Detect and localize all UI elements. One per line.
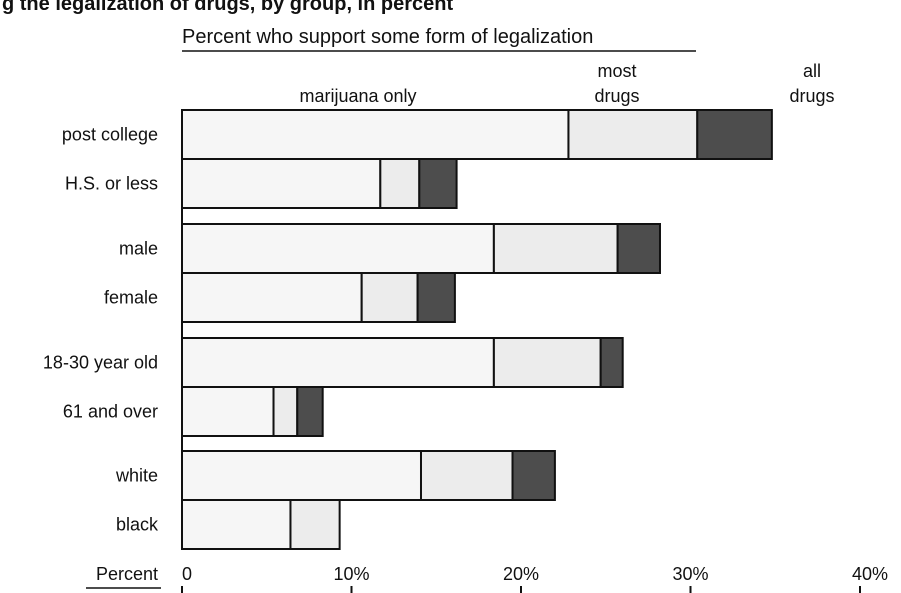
x-tick-label: 40% [852, 564, 888, 584]
bar-segment-black-most-drugs [289, 499, 341, 550]
bar-row-black [181, 499, 341, 550]
bar-segment-h-s-or-less-marijuana-only [181, 158, 382, 209]
bar-segment-18-30-year-old-all-drugs [599, 337, 624, 388]
segment-header-most-drugs: most drugs [594, 61, 639, 106]
bars [181, 109, 773, 550]
bar-row-female [181, 272, 456, 323]
category-label-61-and-over: 61 and over [63, 402, 158, 422]
bar-segment-18-30-year-old-marijuana-only [181, 337, 495, 388]
bar-segment-61-and-over-all-drugs [296, 386, 324, 437]
bar-segment-black-marijuana-only [181, 499, 292, 550]
bar-segment-post-college-all-drugs [696, 109, 773, 160]
category-label-black: black [116, 515, 159, 535]
bar-segment-female-marijuana-only [181, 272, 363, 323]
category-label-post-college: post college [62, 125, 158, 145]
bar-segment-female-most-drugs [360, 272, 419, 323]
bar-segment-61-and-over-marijuana-only [181, 386, 275, 437]
category-label-18-30-year-old: 18-30 year old [43, 353, 158, 373]
x-tick-label: 30% [672, 564, 708, 584]
x-tick-label: 0 [182, 564, 192, 584]
x-tick-label: 20% [503, 564, 539, 584]
bar-row-h-s-or-less [181, 158, 458, 209]
segment-header-marijuana-only: marijuana only [299, 86, 416, 106]
bar-row-post-college [181, 109, 773, 160]
bar-segment-male-marijuana-only [181, 223, 495, 274]
bar-segment-female-all-drugs [416, 272, 456, 323]
x-tick-label: 10% [333, 564, 369, 584]
bar-row-61-and-over [181, 386, 324, 437]
bar-row-18-30-year-old [181, 337, 624, 388]
category-label-male: male [119, 239, 158, 259]
category-label-h-s-or-less: H.S. or less [65, 174, 158, 194]
x-axis-label: Percent [96, 564, 158, 584]
bar-segment-white-marijuana-only [181, 450, 422, 501]
bar-row-male [181, 223, 661, 274]
bar-segment-18-30-year-old-most-drugs [492, 337, 602, 388]
bar-segment-white-most-drugs [419, 450, 514, 501]
bar-row-white [181, 450, 556, 501]
bar-segment-h-s-or-less-all-drugs [418, 158, 458, 209]
bar-segment-61-and-over-most-drugs [272, 386, 299, 437]
bar-segment-white-all-drugs [511, 450, 556, 501]
bar-segment-male-all-drugs [616, 223, 661, 274]
bar-segment-post-college-marijuana-only [181, 109, 570, 160]
bar-segment-male-most-drugs [492, 223, 619, 274]
category-labels: post college H.S. or less male female 18-30 … [43, 125, 159, 535]
bar-segment-h-s-or-less-most-drugs [379, 158, 421, 209]
category-label-white: white [115, 466, 158, 486]
category-label-female: female [104, 288, 158, 308]
x-axis: Percent 0 10% 20% 30% 40% [86, 564, 888, 593]
bar-segment-post-college-most-drugs [567, 109, 699, 160]
chart-title: g the legalization of drugs, by group, i… [2, 0, 453, 15]
chart-subtitle: Percent who support some form of legaliz… [182, 26, 593, 48]
segment-header-all-drugs: all drugs [789, 61, 834, 106]
segment-headers: marijuana only most drugs all drugs [299, 61, 834, 106]
